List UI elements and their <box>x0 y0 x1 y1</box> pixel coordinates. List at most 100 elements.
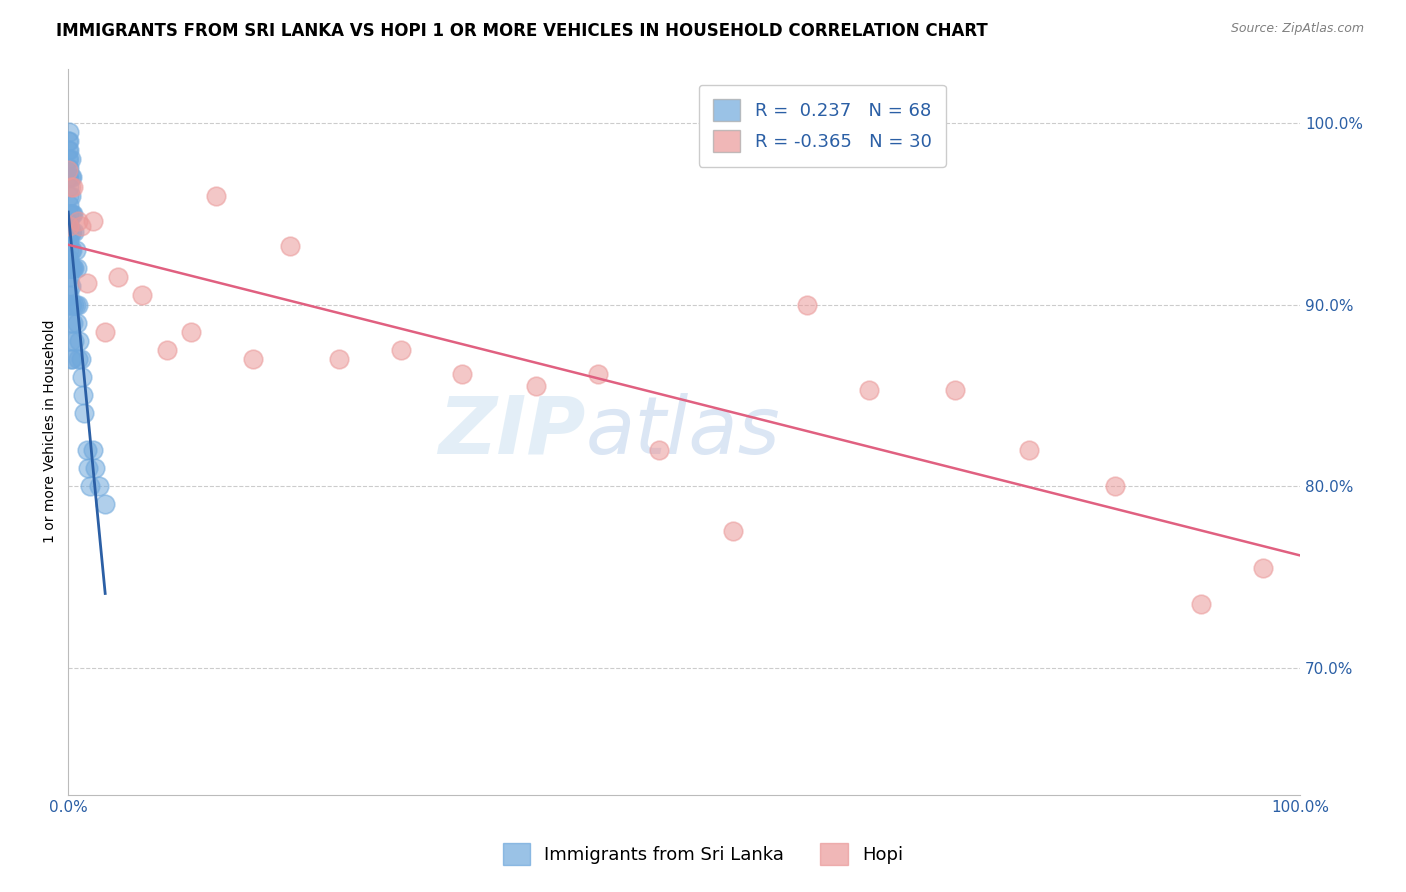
Point <box>858 383 880 397</box>
Point <box>94 497 117 511</box>
Point <box>328 351 350 366</box>
Point <box>76 442 98 457</box>
Point <box>73 407 96 421</box>
Point <box>58 234 80 248</box>
Point <box>1104 479 1126 493</box>
Point <box>58 134 80 148</box>
Point <box>67 351 90 366</box>
Point <box>76 276 98 290</box>
Point <box>63 334 86 348</box>
Point <box>66 316 89 330</box>
Point <box>87 479 110 493</box>
Point <box>58 161 80 176</box>
Point <box>58 161 80 176</box>
Point <box>58 197 80 211</box>
Point <box>58 134 80 148</box>
Point <box>60 170 83 185</box>
Point <box>60 207 83 221</box>
Point <box>107 270 129 285</box>
Point <box>58 188 80 202</box>
Point <box>58 288 80 302</box>
Point <box>62 207 84 221</box>
Point <box>62 316 84 330</box>
Point <box>84 461 107 475</box>
Point <box>63 225 86 239</box>
Point <box>72 388 94 402</box>
Point <box>59 170 82 185</box>
Point <box>131 288 153 302</box>
Point <box>59 179 82 194</box>
Point <box>60 261 83 276</box>
Point <box>796 297 818 311</box>
Point <box>59 243 82 257</box>
Point <box>723 524 745 539</box>
Point <box>58 279 80 293</box>
Point <box>62 179 84 194</box>
Point <box>59 261 82 276</box>
Point <box>58 261 80 276</box>
Point <box>58 207 80 221</box>
Point <box>58 270 80 285</box>
Point <box>58 170 80 185</box>
Point <box>67 297 90 311</box>
Point <box>67 214 90 228</box>
Point <box>67 334 90 348</box>
Point <box>58 179 80 194</box>
Point <box>63 297 86 311</box>
Point <box>59 153 82 167</box>
Point <box>58 125 80 139</box>
Point <box>59 334 82 348</box>
Point <box>58 143 80 157</box>
Point <box>524 379 547 393</box>
Point <box>79 479 101 493</box>
Point <box>58 170 80 185</box>
Point <box>156 343 179 357</box>
Point <box>58 252 80 267</box>
Point <box>60 225 83 239</box>
Point <box>451 367 474 381</box>
Point <box>65 243 87 257</box>
Point <box>60 243 83 257</box>
Point <box>66 261 89 276</box>
Point <box>58 143 80 157</box>
Point <box>82 214 104 228</box>
Point <box>59 188 82 202</box>
Point <box>69 351 91 366</box>
Point <box>59 207 82 221</box>
Point <box>77 461 100 475</box>
Point <box>648 442 671 457</box>
Point <box>205 188 228 202</box>
Text: IMMIGRANTS FROM SRI LANKA VS HOPI 1 OR MORE VEHICLES IN HOUSEHOLD CORRELATION CH: IMMIGRANTS FROM SRI LANKA VS HOPI 1 OR M… <box>56 22 988 40</box>
Point <box>59 316 82 330</box>
Point <box>62 261 84 276</box>
Point <box>59 279 82 293</box>
Point <box>58 219 80 234</box>
Point <box>58 225 80 239</box>
Point <box>60 297 83 311</box>
Point <box>60 351 83 366</box>
Point <box>58 243 80 257</box>
Point <box>58 163 80 178</box>
Legend: Immigrants from Sri Lanka, Hopi: Immigrants from Sri Lanka, Hopi <box>496 836 910 872</box>
Point <box>65 297 87 311</box>
Point <box>58 153 80 167</box>
Point <box>59 225 82 239</box>
Text: ZIP: ZIP <box>439 392 585 471</box>
Point <box>1251 561 1274 575</box>
Text: atlas: atlas <box>585 392 780 471</box>
Point <box>70 370 93 384</box>
Point <box>242 351 264 366</box>
Point <box>1191 597 1213 611</box>
Y-axis label: 1 or more Vehicles in Household: 1 or more Vehicles in Household <box>44 320 58 543</box>
Point <box>59 297 82 311</box>
Point <box>58 153 80 167</box>
Point <box>94 325 117 339</box>
Point <box>69 219 91 234</box>
Point <box>63 261 86 276</box>
Point <box>389 343 412 357</box>
Point <box>59 351 82 366</box>
Point <box>278 239 301 253</box>
Point <box>180 325 202 339</box>
Point <box>82 442 104 457</box>
Text: Source: ZipAtlas.com: Source: ZipAtlas.com <box>1230 22 1364 36</box>
